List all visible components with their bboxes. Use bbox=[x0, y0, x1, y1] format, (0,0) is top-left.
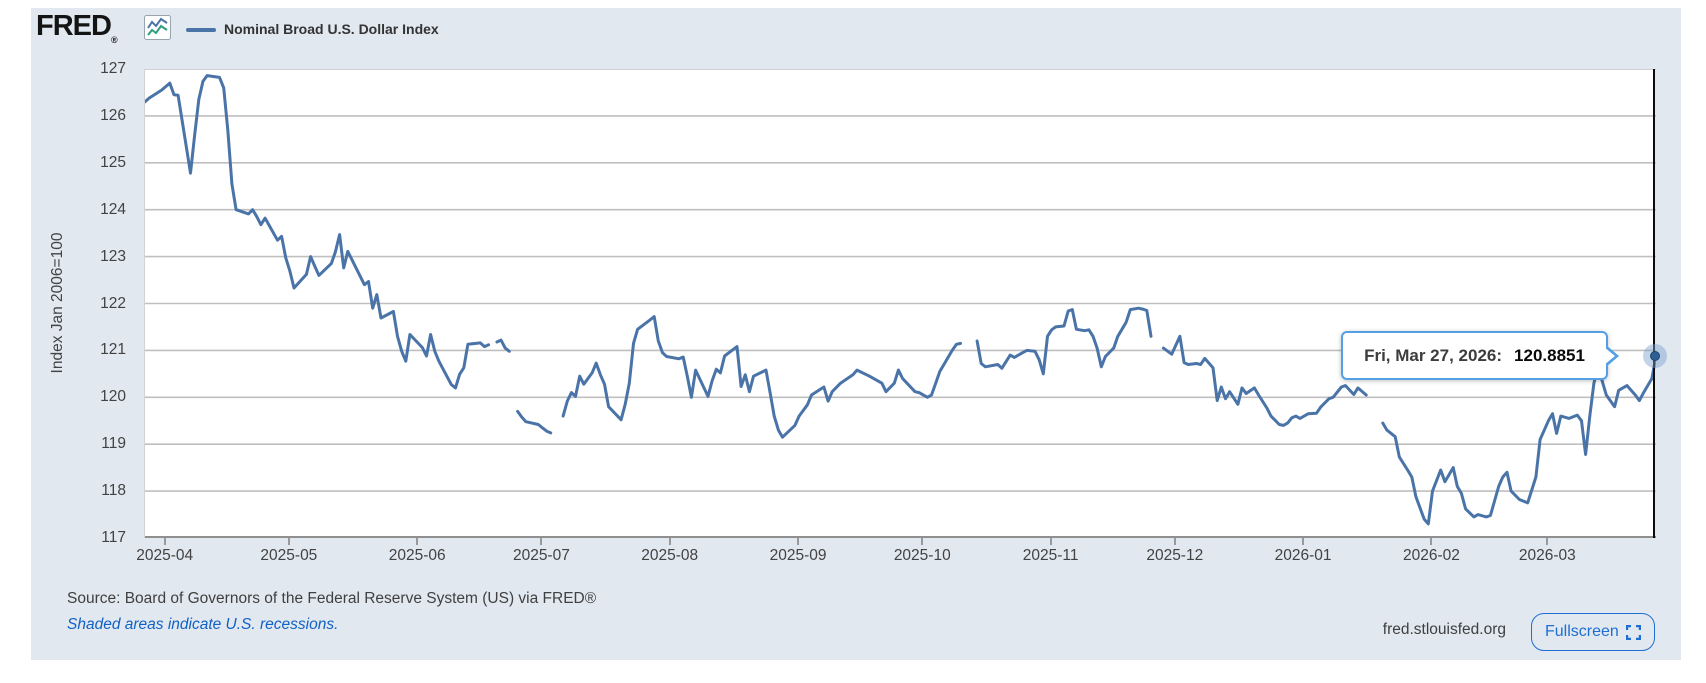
y-tick-label-125: 125 bbox=[100, 153, 126, 171]
x-tick-mark-2025-09 bbox=[797, 538, 800, 545]
series-line-segment-5 bbox=[1161, 334, 1368, 427]
y-tick-label-127: 127 bbox=[100, 60, 126, 77]
y-tick-label-118: 118 bbox=[101, 482, 126, 500]
series-line-segment-6 bbox=[1381, 354, 1656, 526]
x-tick-mark-2025-12 bbox=[1173, 538, 1176, 545]
x-tick-label-2025-09: 2025-09 bbox=[769, 547, 827, 564]
x-tick-label-2025-07: 2025-07 bbox=[512, 547, 570, 564]
x-tick-label-2026-01: 2026-01 bbox=[1274, 547, 1332, 564]
source-attribution: Source: Board of Governors of the Federa… bbox=[67, 590, 597, 607]
x-tick-label-2025-10: 2025-10 bbox=[893, 547, 951, 564]
recessions-note-link[interactable]: Shaded areas indicate U.S. recessions. bbox=[67, 616, 339, 633]
fullscreen-button[interactable]: Fullscreen bbox=[1531, 613, 1655, 651]
x-tick-label-2025-05: 2025-05 bbox=[260, 547, 318, 564]
series-line-segment-4 bbox=[975, 306, 1153, 376]
fullscreen-expand-icon bbox=[1625, 624, 1641, 640]
y-tick-label-124: 124 bbox=[100, 200, 126, 218]
tooltip-date: Fri, Mar 27, 2026: bbox=[1364, 345, 1503, 365]
series-line-segment-0 bbox=[145, 74, 491, 390]
data-point-marker[interactable] bbox=[1650, 350, 1660, 361]
x-tick-mark-2026-01 bbox=[1302, 538, 1305, 545]
x-tick-label-2025-12: 2025-12 bbox=[1146, 547, 1204, 564]
y-tick-label-120: 120 bbox=[100, 388, 126, 406]
registered-mark: ® bbox=[110, 35, 118, 45]
series-line-segment-2 bbox=[516, 409, 553, 435]
y-tick-label-123: 123 bbox=[100, 247, 126, 265]
x-tick-mark-2025-08 bbox=[668, 538, 671, 545]
y-tick-label-121: 121 bbox=[100, 341, 126, 359]
legend-line-swatch bbox=[186, 28, 216, 32]
site-url-label: fred.stlouisfed.org bbox=[1382, 621, 1506, 638]
y-tick-label-122: 122 bbox=[100, 294, 126, 312]
x-tick-mark-2026-03 bbox=[1546, 538, 1549, 545]
x-tick-mark-2025-11 bbox=[1049, 538, 1052, 545]
x-tick-mark-2025-07 bbox=[540, 538, 543, 545]
x-tick-mark-2025-04 bbox=[163, 538, 166, 545]
fred-sparkline-icon bbox=[144, 15, 171, 40]
series-line-segment-3 bbox=[561, 315, 962, 439]
x-tick-label-2025-08: 2025-08 bbox=[641, 547, 699, 564]
x-tick-label-2026-03: 2026-03 bbox=[1518, 547, 1576, 564]
series-line-segment-1 bbox=[495, 338, 511, 353]
data-tooltip: Fri, Mar 27, 2026: 120.8851 bbox=[1341, 331, 1619, 380]
x-tick-mark-2025-05 bbox=[287, 538, 290, 545]
x-tick-label-2025-11: 2025-11 bbox=[1022, 547, 1079, 564]
crosshair-line bbox=[1653, 69, 1655, 538]
legend-series-label[interactable]: Nominal Broad U.S. Dollar Index bbox=[224, 21, 439, 37]
tooltip-value: 120.8851 bbox=[1514, 345, 1585, 365]
chart-plot-area[interactable] bbox=[144, 69, 1656, 538]
fullscreen-label: Fullscreen bbox=[1545, 623, 1619, 640]
y-tick-label-126: 126 bbox=[100, 106, 126, 124]
x-tick-label-2026-02: 2026-02 bbox=[1403, 547, 1460, 564]
x-tick-mark-2026-02 bbox=[1430, 538, 1433, 545]
x-tick-label-2025-06: 2025-06 bbox=[388, 547, 446, 564]
x-tick-mark-2025-06 bbox=[416, 538, 419, 545]
y-tick-label-117: 117 bbox=[101, 529, 126, 546]
fred-logo[interactable]: FRED® bbox=[36, 10, 118, 45]
x-tick-mark-2025-10 bbox=[921, 538, 924, 545]
x-tick-label-2025-04: 2025-04 bbox=[136, 547, 194, 564]
y-tick-label-119: 119 bbox=[101, 435, 126, 453]
